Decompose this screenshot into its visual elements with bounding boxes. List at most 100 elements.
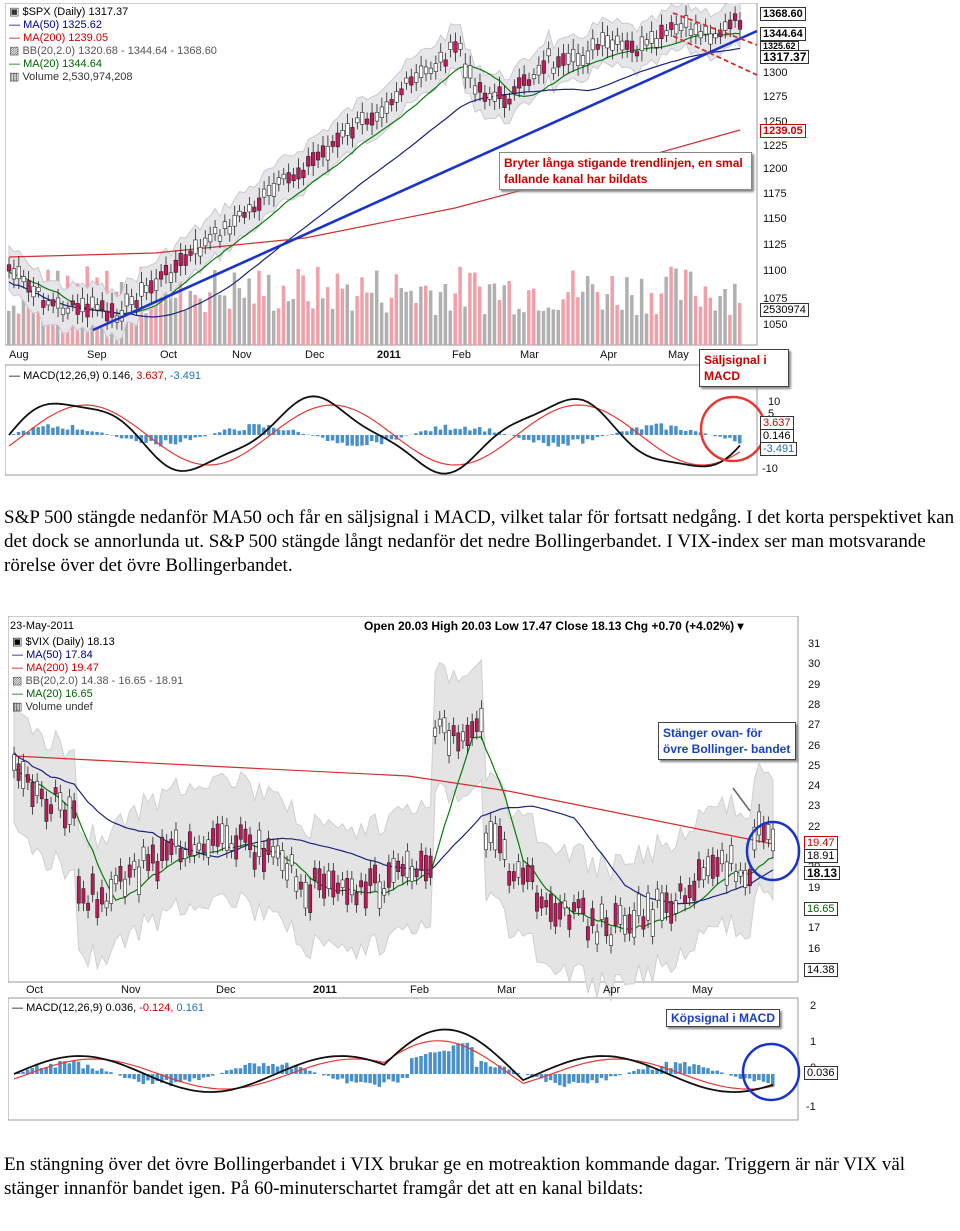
spx-volume-bar bbox=[345, 284, 350, 345]
spx-xtick: Sep bbox=[87, 349, 107, 361]
spx-macd-histogram-bar bbox=[527, 435, 531, 440]
spx-macd-histogram-bar bbox=[463, 426, 467, 435]
spx-macd-histogram-bar bbox=[183, 435, 188, 439]
vix-macd-histogram-bar bbox=[368, 1074, 372, 1084]
vix-tag-bb-upper: 18.91 bbox=[804, 849, 838, 863]
vix-macd-histogram-bar bbox=[419, 1055, 423, 1074]
vix-legend-volume: ▥ Volume undef bbox=[12, 701, 93, 713]
spx-candle-body bbox=[237, 210, 242, 217]
spx-volume-bar bbox=[242, 297, 246, 345]
spx-candle-body bbox=[55, 297, 61, 309]
spx-macd-histogram-bar bbox=[399, 435, 403, 438]
vix-candle-body bbox=[215, 823, 220, 847]
spx-candle-body bbox=[212, 227, 218, 235]
spx-annotation-trend: Bryter långa stigande trendlinjen, en sm… bbox=[499, 152, 752, 190]
spx-candle-body bbox=[507, 98, 512, 105]
spx-macd-histogram-bar bbox=[610, 434, 614, 435]
spx-volume-bar bbox=[512, 314, 516, 345]
spx-volume-bar bbox=[370, 292, 374, 345]
spx-macd-histogram-bar bbox=[571, 435, 575, 440]
vix-candle-body bbox=[150, 844, 155, 864]
spx-candle-body bbox=[438, 51, 443, 63]
vix-macd-histogram-bar bbox=[553, 1074, 557, 1083]
vix-candle-body bbox=[340, 879, 345, 888]
spx-candle-body bbox=[634, 51, 640, 57]
spx-macd-histogram-bar bbox=[424, 430, 428, 435]
spx-candle-body bbox=[639, 36, 644, 51]
spx-candle-body bbox=[365, 118, 370, 125]
spx-candle-body bbox=[306, 156, 311, 167]
spx-candle-body bbox=[124, 293, 129, 307]
spx-candle-body bbox=[80, 297, 85, 313]
spx-candle-body bbox=[674, 24, 679, 35]
spx-volume-bar bbox=[477, 286, 482, 345]
spx-macd-ytick: -10 bbox=[762, 463, 778, 475]
vix-macd-histogram-bar bbox=[678, 1063, 682, 1074]
spx-volume-bar bbox=[443, 284, 448, 345]
spx-candle-body bbox=[419, 65, 424, 78]
spx-macd-histogram-bar bbox=[222, 429, 227, 435]
spx-macd-histogram-bar bbox=[85, 431, 89, 435]
vix-macd-histogram-bar bbox=[118, 1074, 122, 1076]
vix-macd-histogram-bar bbox=[363, 1074, 368, 1083]
spx-macd-histogram-bar bbox=[134, 435, 139, 442]
spx-candle-body bbox=[468, 65, 473, 79]
spx-volume-bar bbox=[674, 268, 678, 345]
spx-candle-body bbox=[90, 296, 95, 309]
spx-ytick: 1275 bbox=[763, 91, 788, 103]
spx-macd-histogram-bar bbox=[114, 435, 119, 437]
spx-volume-bar bbox=[733, 283, 737, 345]
vix-macd-histogram-bar bbox=[747, 1074, 752, 1079]
spx-candle-body bbox=[703, 26, 708, 35]
vix-macd-histogram-bar bbox=[581, 1074, 585, 1083]
vix-candle-body bbox=[410, 866, 414, 882]
spx-candle-body bbox=[320, 145, 326, 158]
vix-macd-line bbox=[13, 1028, 774, 1093]
vix-candle-body bbox=[197, 842, 202, 851]
spx-volume-bar bbox=[379, 302, 384, 345]
vix-macd-histogram-bar bbox=[220, 1072, 224, 1074]
vix-macd-histogram-bar bbox=[442, 1050, 446, 1074]
spx-candle-body bbox=[629, 40, 635, 53]
spx-candle-body bbox=[683, 15, 689, 28]
vix-candle-body bbox=[502, 839, 507, 860]
vix-candle-body bbox=[484, 832, 488, 851]
spx-macd-histogram-bar bbox=[517, 435, 521, 438]
vix-candle-body bbox=[326, 870, 331, 889]
spx-volume-bar bbox=[522, 312, 526, 345]
vix-candle-body bbox=[669, 901, 674, 924]
vix-candle-body bbox=[558, 902, 563, 920]
spx-candle-body bbox=[679, 23, 684, 31]
vix-macd-histogram-bar bbox=[136, 1074, 141, 1082]
spx-volume-bar bbox=[576, 297, 580, 345]
vix-macd-histogram-bar bbox=[534, 1074, 539, 1077]
spx-candle-body bbox=[134, 300, 139, 308]
spx-volume-bar bbox=[306, 301, 310, 345]
spx-macd-histogram-bar bbox=[281, 430, 286, 435]
spx-macd-histogram-bar bbox=[46, 424, 50, 435]
vix-candle-body bbox=[474, 718, 479, 732]
spx-volume-bar bbox=[414, 302, 418, 345]
vix-macd-histogram-bar bbox=[261, 1063, 266, 1074]
vix-header: Open 20.03 High 20.03 Low 17.47 Close 18… bbox=[364, 619, 744, 633]
spx-macd-histogram-bar bbox=[325, 435, 330, 441]
spx-macd-histogram-bar bbox=[144, 435, 148, 443]
vix-ytick: 26 bbox=[808, 739, 821, 752]
spx-macd-histogram-bar bbox=[502, 433, 507, 435]
spx-candle-body bbox=[649, 31, 654, 44]
vix-chart: 23-May-2011 Open 20.03 High 20.03 Low 17… bbox=[8, 616, 844, 1122]
vix-macd-histogram-bar bbox=[39, 1068, 44, 1074]
vix-macd-histogram-bar bbox=[636, 1069, 641, 1074]
spx-macd-histogram-bar bbox=[21, 430, 26, 435]
vix-candle-body bbox=[525, 864, 530, 882]
vix-macd-histogram-bar bbox=[141, 1074, 146, 1085]
spx-macd-histogram-bar bbox=[374, 435, 379, 443]
spx-volume-bar bbox=[360, 277, 364, 345]
vix-macd-histogram-bar bbox=[150, 1074, 155, 1084]
vix-candle-body bbox=[493, 823, 498, 851]
vix-candle-body bbox=[123, 878, 127, 897]
spx-candle-body bbox=[654, 38, 659, 48]
spx-candle-body bbox=[46, 300, 51, 306]
vix-macd-histogram-bar bbox=[206, 1074, 210, 1077]
spx-macd-histogram-bar bbox=[316, 435, 320, 437]
